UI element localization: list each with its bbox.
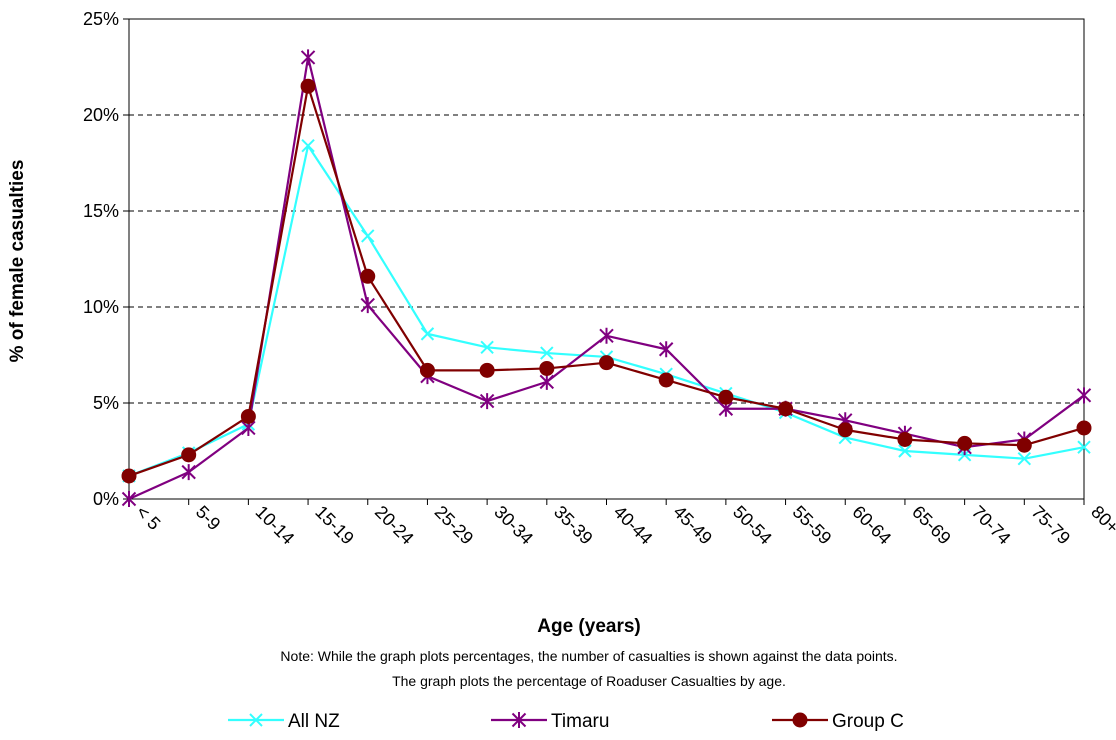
x-tick-label: 50-54 xyxy=(729,502,776,549)
x-tick-label: 70-74 xyxy=(968,502,1015,549)
x-tick-label: 25-29 xyxy=(431,502,478,549)
plot-area xyxy=(128,18,1085,500)
data-point-timaru xyxy=(479,393,495,410)
data-point-group-c xyxy=(419,362,435,378)
series-layer xyxy=(121,49,1092,507)
x-tick-label: 20-24 xyxy=(371,502,418,549)
data-point-group-c xyxy=(957,435,973,451)
data-point-timaru xyxy=(360,297,375,314)
data-point-group-c xyxy=(1016,437,1032,453)
data-point-timaru xyxy=(181,464,196,481)
data-point-all-nz xyxy=(301,139,315,153)
data-point-timaru xyxy=(658,341,674,358)
series-group-c xyxy=(121,78,1092,484)
series-timaru xyxy=(121,49,1092,507)
data-point-all-nz xyxy=(1077,440,1091,454)
x-tick-label: 80+ xyxy=(1087,502,1116,538)
x-tick-label: 35-39 xyxy=(550,502,597,549)
data-point-all-nz xyxy=(898,444,912,458)
data-point-timaru xyxy=(599,327,614,344)
data-point-group-c xyxy=(599,355,614,371)
note-line-2: The graph plots the percentage of Roadus… xyxy=(392,673,786,689)
x-tick-label: 55-59 xyxy=(789,502,836,549)
y-tick-label: 0% xyxy=(93,489,119,509)
x-tick-label: 65-69 xyxy=(908,502,955,549)
legend-label: Group C xyxy=(832,711,904,732)
legend-label: All NZ xyxy=(288,711,340,732)
data-point-group-c xyxy=(539,360,555,376)
data-point-group-c xyxy=(240,408,256,424)
data-point-group-c xyxy=(360,268,376,284)
x-tick-label: 45-49 xyxy=(669,502,716,549)
x-tick-label: 60-64 xyxy=(848,502,895,549)
data-point-group-c xyxy=(837,422,853,438)
data-point-group-c xyxy=(897,431,913,447)
x-tick-label: 75-79 xyxy=(1027,502,1074,549)
y-tick-label: 10% xyxy=(83,297,119,317)
data-point-timaru xyxy=(300,49,316,66)
data-point-group-c xyxy=(181,447,197,463)
note-line-1: Note: While the graph plots percentages,… xyxy=(280,648,897,664)
y-tick-label: 15% xyxy=(83,201,119,221)
x-axis-title: Age (years) xyxy=(537,616,641,637)
legend-marker xyxy=(792,712,808,728)
series-line-all-nz xyxy=(128,144,1085,477)
x-tick-label: 15-19 xyxy=(311,502,358,549)
x-tick-label: 5-9 xyxy=(192,502,225,535)
y-tick-label: 5% xyxy=(93,393,119,413)
data-point-group-c xyxy=(300,78,316,94)
x-tick-label: 10-14 xyxy=(252,502,299,549)
legend: All NZ Timaru Group C xyxy=(228,711,904,732)
legend-marker xyxy=(249,713,263,727)
legend-item-all-nz: All NZ xyxy=(228,711,340,732)
legend-label: Timaru xyxy=(551,711,609,732)
x-tick-label: 40-44 xyxy=(610,502,657,549)
data-point-timaru xyxy=(121,491,137,507)
data-point-group-c xyxy=(718,389,734,405)
y-axis-title: % of female casualties xyxy=(7,160,28,363)
data-point-group-c xyxy=(1076,420,1092,436)
data-point-all-nz xyxy=(540,346,554,360)
data-point-all-nz xyxy=(480,340,494,355)
y-axis: 0% 5% 10% 15% 20% 25% xyxy=(83,9,129,509)
x-axis: < 5 5-9 10-14 15-19 20-24 25-29 30-34 35-39 40-4… xyxy=(128,499,1116,549)
x-tick-label: < 5 xyxy=(132,502,164,534)
y-tick-label: 25% xyxy=(83,9,119,29)
data-point-all-nz xyxy=(420,327,435,341)
data-point-all-nz xyxy=(361,229,375,243)
legend-item-timaru: Timaru xyxy=(491,711,609,732)
data-point-timaru xyxy=(1076,387,1092,404)
x-tick-label: 30-34 xyxy=(490,502,537,549)
data-point-all-nz xyxy=(1017,451,1032,466)
grid xyxy=(129,114,1084,404)
legend-item-group-c: Group C xyxy=(772,711,904,732)
y-tick-label: 20% xyxy=(83,105,119,125)
data-point-group-c xyxy=(479,362,495,378)
data-point-group-c xyxy=(658,372,674,388)
data-point-timaru xyxy=(539,373,555,390)
data-point-group-c xyxy=(778,401,794,417)
legend-marker xyxy=(511,712,527,728)
series-line-group-c xyxy=(128,85,1085,477)
data-point-group-c xyxy=(121,468,137,484)
